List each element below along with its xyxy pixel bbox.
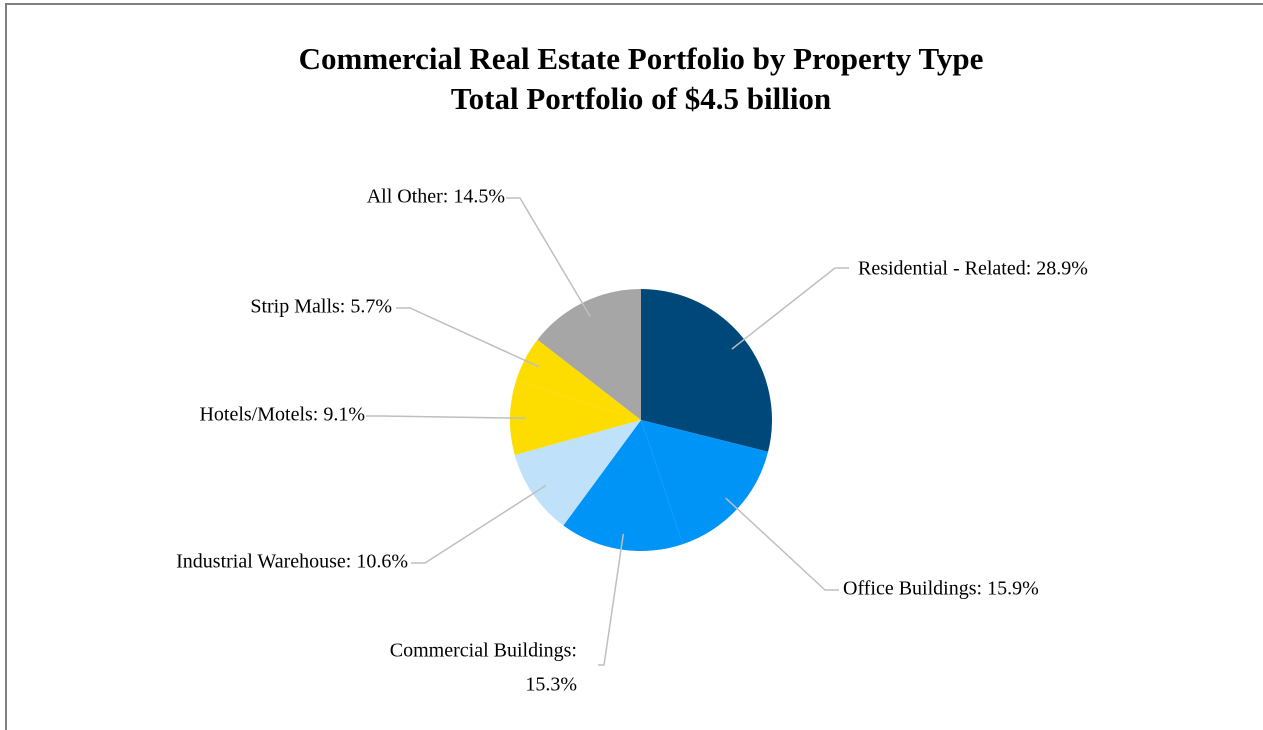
leader-line — [396, 307, 540, 368]
chart-title: Commercial Real Estate Portfolio by Prop… — [299, 41, 984, 76]
data-label: Office Buildings: 15.9% — [843, 578, 1039, 600]
data-label: Strip Malls: 5.7% — [250, 296, 392, 318]
chart-subtitle: Total Portfolio of $4.5 billion — [451, 81, 831, 116]
pie-slice — [641, 420, 769, 545]
leader-line — [731, 267, 849, 350]
pie-slice — [514, 420, 641, 526]
leader-line — [366, 415, 526, 419]
leader-line — [725, 497, 839, 591]
data-label: 15.3% — [525, 674, 577, 696]
pie-slice — [509, 381, 641, 455]
leader-line — [598, 533, 625, 666]
leader-line — [506, 197, 591, 317]
leader-line — [411, 484, 547, 564]
data-label: All Other: 14.5% — [367, 186, 505, 208]
data-label: Commercial Buildings: — [390, 640, 577, 662]
pie-slice — [537, 289, 641, 420]
pie-slice — [641, 289, 772, 452]
pie-slice — [563, 420, 684, 551]
data-label: Hotels/Motels: 9.1% — [199, 404, 365, 426]
data-label: Residential - Related: 28.9% — [858, 258, 1088, 280]
data-label: Industrial Warehouse: 10.6% — [176, 551, 408, 573]
pie-slice — [515, 339, 641, 420]
